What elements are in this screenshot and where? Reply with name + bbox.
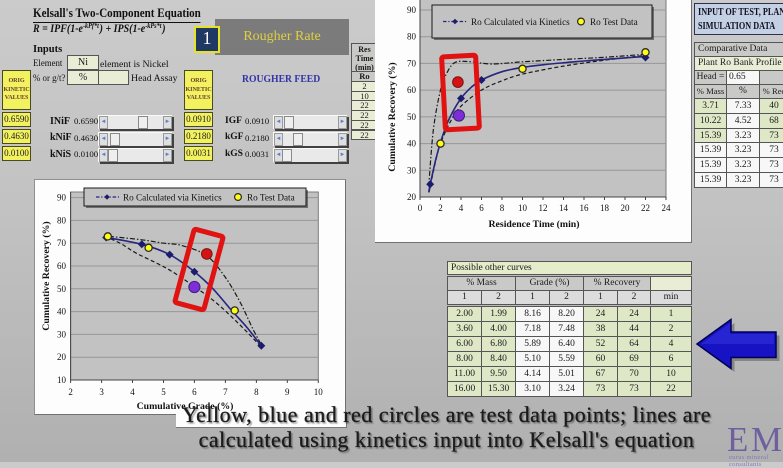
- svg-text:Ro Test Data: Ro Test Data: [247, 193, 295, 203]
- svg-text:70: 70: [57, 238, 67, 248]
- svg-text:6: 6: [192, 387, 197, 397]
- svg-text:20: 20: [57, 352, 67, 362]
- svg-text:18: 18: [600, 203, 610, 213]
- svg-text:30: 30: [57, 329, 67, 339]
- svg-text:60: 60: [57, 261, 67, 271]
- svg-text:8: 8: [500, 203, 505, 213]
- svg-text:4: 4: [130, 387, 135, 397]
- svg-text:50: 50: [407, 112, 417, 122]
- svg-text:12: 12: [539, 203, 548, 213]
- svg-text:20: 20: [621, 203, 631, 213]
- svg-text:14: 14: [559, 203, 569, 213]
- svg-text:24: 24: [662, 203, 672, 213]
- svg-text:Ro Calculated via Kinetics: Ro Calculated via Kinetics: [123, 193, 222, 203]
- svg-text:50: 50: [57, 284, 67, 294]
- svg-text:Ro Calculated via Kinetics: Ro Calculated via Kinetics: [471, 17, 570, 27]
- svg-text:80: 80: [57, 215, 67, 225]
- svg-text:6: 6: [479, 203, 484, 213]
- svg-text:30: 30: [407, 165, 417, 175]
- svg-text:2: 2: [68, 387, 73, 397]
- svg-text:16: 16: [580, 203, 590, 213]
- svg-text:60: 60: [407, 85, 417, 95]
- svg-text:Cumulative Recovery (%): Cumulative Recovery (%): [41, 221, 52, 330]
- svg-text:Residence Time (min): Residence Time (min): [488, 219, 579, 230]
- svg-text:8: 8: [254, 387, 259, 397]
- svg-text:90: 90: [57, 193, 67, 203]
- svg-text:80: 80: [407, 32, 417, 42]
- svg-text:2: 2: [438, 203, 443, 213]
- svg-text:40: 40: [407, 139, 417, 149]
- svg-text:7: 7: [223, 387, 228, 397]
- svg-text:Cumulative Grade (%): Cumulative Grade (%): [137, 401, 234, 412]
- svg-text:3: 3: [99, 387, 104, 397]
- svg-text:4: 4: [459, 203, 464, 213]
- svg-text:Ro Test Data: Ro Test Data: [590, 17, 638, 27]
- svg-text:20: 20: [407, 192, 417, 202]
- svg-text:9: 9: [285, 387, 290, 397]
- svg-text:10: 10: [57, 375, 67, 385]
- svg-text:Cumulative Recovery (%): Cumulative Recovery (%): [387, 62, 398, 171]
- svg-text:10: 10: [314, 387, 324, 397]
- svg-text:70: 70: [407, 58, 417, 68]
- svg-text:90: 90: [407, 5, 417, 15]
- svg-text:40: 40: [57, 307, 67, 317]
- svg-text:5: 5: [161, 387, 166, 397]
- svg-text:0: 0: [418, 203, 423, 213]
- svg-text:22: 22: [641, 203, 650, 213]
- svg-text:10: 10: [518, 203, 528, 213]
